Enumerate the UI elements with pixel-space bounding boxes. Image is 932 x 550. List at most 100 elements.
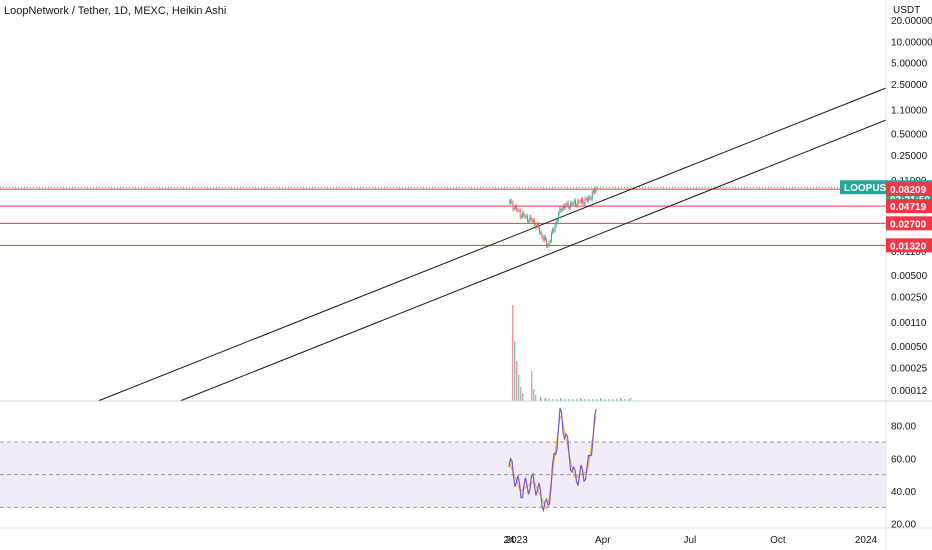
volume-bar [630, 398, 632, 401]
candle [596, 188, 598, 190]
volume-bar [544, 399, 546, 401]
price-pane [0, 0, 886, 398]
candle [565, 204, 567, 208]
time-tick-label: 2023 [506, 535, 529, 546]
price-tick-label: 10.00000 [891, 37, 932, 48]
rsi-tick-label: 40.00 [891, 487, 916, 498]
candle [542, 236, 544, 241]
price-tick-label: 0.50000 [891, 130, 928, 141]
level-tag-bg [886, 199, 932, 214]
candle [545, 236, 546, 240]
candle [563, 205, 564, 209]
price-tick-label: 0.00012 [891, 386, 928, 397]
volume-bar [533, 389, 535, 401]
volume-bar [580, 399, 582, 401]
candle [527, 215, 528, 222]
candle [566, 202, 568, 205]
candle [535, 224, 537, 228]
candle [578, 200, 580, 202]
time-tick-label: Jul [683, 535, 696, 546]
candle [515, 206, 516, 208]
volume-bar [608, 399, 610, 401]
candle [590, 198, 592, 200]
candle [567, 202, 569, 208]
level-tag-bg [886, 182, 932, 197]
candle [534, 220, 536, 225]
price-candles [509, 186, 598, 249]
volume-bar [628, 399, 630, 401]
candle [561, 208, 563, 211]
level-tag: 0.02700 [890, 219, 927, 230]
trend-line-upper [97, 87, 887, 402]
price-tick-label: 0.00250 [891, 293, 928, 304]
candle [593, 190, 594, 193]
candle [546, 239, 548, 247]
candle [557, 220, 558, 222]
volume-bars [512, 305, 632, 401]
candle [591, 192, 593, 200]
candle [549, 241, 551, 243]
candle [516, 206, 518, 211]
price-tick-label: 0.00110 [891, 318, 927, 329]
rsi-line [508, 407, 597, 513]
candle [559, 208, 561, 213]
volume-bar [612, 399, 614, 401]
time-tick-label: 2024 [855, 535, 878, 546]
price-tick-label: 0.00050 [891, 342, 928, 353]
volume-bar [568, 399, 570, 401]
candle [585, 198, 587, 200]
volume-bar [588, 399, 590, 401]
volume-bar [531, 371, 533, 401]
price-tick-label: 0.00500 [891, 271, 928, 282]
candle [587, 198, 588, 201]
candle [529, 216, 531, 222]
trend-channel[interactable] [97, 87, 887, 402]
chart-title: LoopNetwork / Tether, 1D, MEXC, Heikin A… [4, 5, 226, 17]
candle [589, 197, 591, 199]
level-tag-bg [886, 238, 932, 253]
candle [530, 216, 532, 220]
volume-bar [552, 399, 554, 401]
volume-bar [548, 399, 550, 401]
candle [528, 221, 530, 223]
candle [569, 207, 570, 209]
candle [533, 220, 534, 222]
candle [595, 188, 597, 193]
candle [552, 229, 554, 233]
volume-bar [535, 395, 537, 401]
candle [524, 216, 526, 218]
price-tick-label: 0.00025 [891, 363, 928, 374]
volume-bar [616, 399, 618, 401]
price-axis-unit: USDT [893, 5, 920, 16]
price-tick-label: 20.00000 [891, 16, 932, 27]
candle [581, 198, 582, 203]
rsi-tick-label: 60.00 [891, 454, 916, 465]
volume-bar [572, 399, 574, 401]
volume-bar [604, 399, 606, 401]
candle [558, 212, 560, 221]
candle [576, 205, 578, 207]
level-tag: 0.01320 [890, 241, 927, 252]
candle [560, 208, 562, 211]
candle [511, 200, 513, 203]
candle [553, 229, 555, 232]
symbol-tag-bg [840, 180, 886, 195]
price-tick-label: 0.25000 [891, 151, 928, 162]
candle [571, 202, 573, 205]
candle [573, 200, 575, 204]
candle [539, 227, 540, 233]
candle [537, 223, 539, 228]
candle [577, 200, 579, 206]
volume-bar [520, 387, 522, 401]
volume-bar [592, 399, 594, 401]
candle [570, 202, 572, 208]
candle [521, 216, 522, 218]
candle [588, 197, 590, 201]
candle [540, 232, 542, 234]
price-tick-label: 0.01100 [891, 247, 927, 258]
candle [548, 242, 550, 246]
candle [564, 205, 566, 208]
volume-bar [545, 398, 547, 401]
horizontal-levels[interactable] [0, 186, 886, 246]
